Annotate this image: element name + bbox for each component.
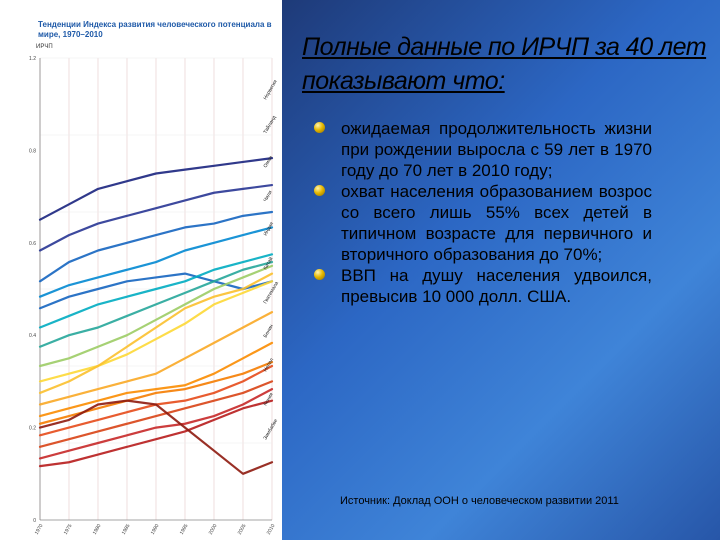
series-line-10 [38, 311, 274, 406]
bullet-icon [314, 185, 325, 196]
country-label: Индия [263, 221, 276, 237]
source-note: Источник: Доклад ООН о человеческом разв… [340, 495, 619, 507]
bullet-icon [314, 269, 325, 280]
country-label: Тайланд [262, 114, 278, 135]
bullet-item: ВВП на душу населения удвоился, превысив… [314, 265, 652, 307]
country-label: Зимбабве [263, 418, 280, 441]
bullet-text: ожидаемая продолжительность жизни при ро… [341, 119, 652, 180]
series-line-11 [38, 341, 274, 418]
series-line-4 [38, 272, 274, 310]
series-line-3 [38, 226, 274, 298]
country-label: Чили [263, 190, 274, 203]
series-line-14 [38, 380, 274, 448]
series-line-12 [38, 361, 274, 425]
series-line-1 [38, 183, 274, 252]
x-tick-label: 1975 [63, 523, 74, 536]
x-tick-label: 1990 [150, 523, 161, 536]
country-label: Оман [263, 155, 275, 169]
chart-title: Тенденции Индекса развития человеческого… [38, 20, 272, 39]
series-line-15 [38, 388, 274, 460]
country-label: Непал [263, 357, 276, 373]
y-tick-label: 0.2 [29, 426, 36, 432]
series-line-8 [38, 280, 274, 383]
chart-ylabel: ИРЧП [36, 44, 53, 50]
series-line-2 [38, 210, 274, 283]
x-tick-label: 2000 [208, 523, 219, 536]
y-tick-label: 1.2 [29, 56, 36, 62]
country-label: Норвегия [263, 79, 279, 101]
bullet-item: ожидаемая продолжительность жизни при ро… [314, 118, 652, 181]
y-tick-label: 0.8 [29, 148, 36, 154]
series-line-9 [38, 272, 274, 395]
bullet-icon [314, 122, 325, 133]
x-tick-label: 2010 [266, 523, 277, 536]
x-tick-label: 2005 [237, 523, 248, 536]
slide-panel: Полные данные по ИРЧП за 40 лет показыва… [282, 0, 720, 540]
x-tick-label: 1985 [121, 523, 132, 536]
chart-panel: Тенденции Индекса развития человеческого… [0, 0, 282, 540]
bullet-list: ожидаемая продолжительность жизни при ро… [314, 118, 652, 307]
y-tick-label: 0 [33, 518, 36, 524]
x-tick-label: 1970 [34, 523, 45, 536]
bullet-item: охват населения образованием возрос со в… [314, 181, 652, 265]
x-tick-label: 1995 [179, 523, 190, 536]
x-tick-label: 1980 [92, 523, 103, 536]
bullet-text: охват населения образованием возрос со в… [341, 182, 652, 264]
y-tick-label: 0.4 [29, 333, 36, 339]
y-tick-label: 0.6 [29, 241, 36, 247]
series-line-5 [38, 253, 274, 329]
series-line-0 [38, 157, 274, 221]
series-line-7 [38, 264, 274, 368]
slide-title: Полные данные по ИРЧП за 40 лет показыва… [302, 33, 707, 95]
country-label: Бенин [263, 323, 276, 339]
series-line-16 [38, 399, 274, 468]
series-line-17 [38, 399, 274, 475]
series-line-6 [38, 260, 274, 348]
bullet-text: ВВП на душу населения удвоился, превысив… [341, 266, 652, 306]
